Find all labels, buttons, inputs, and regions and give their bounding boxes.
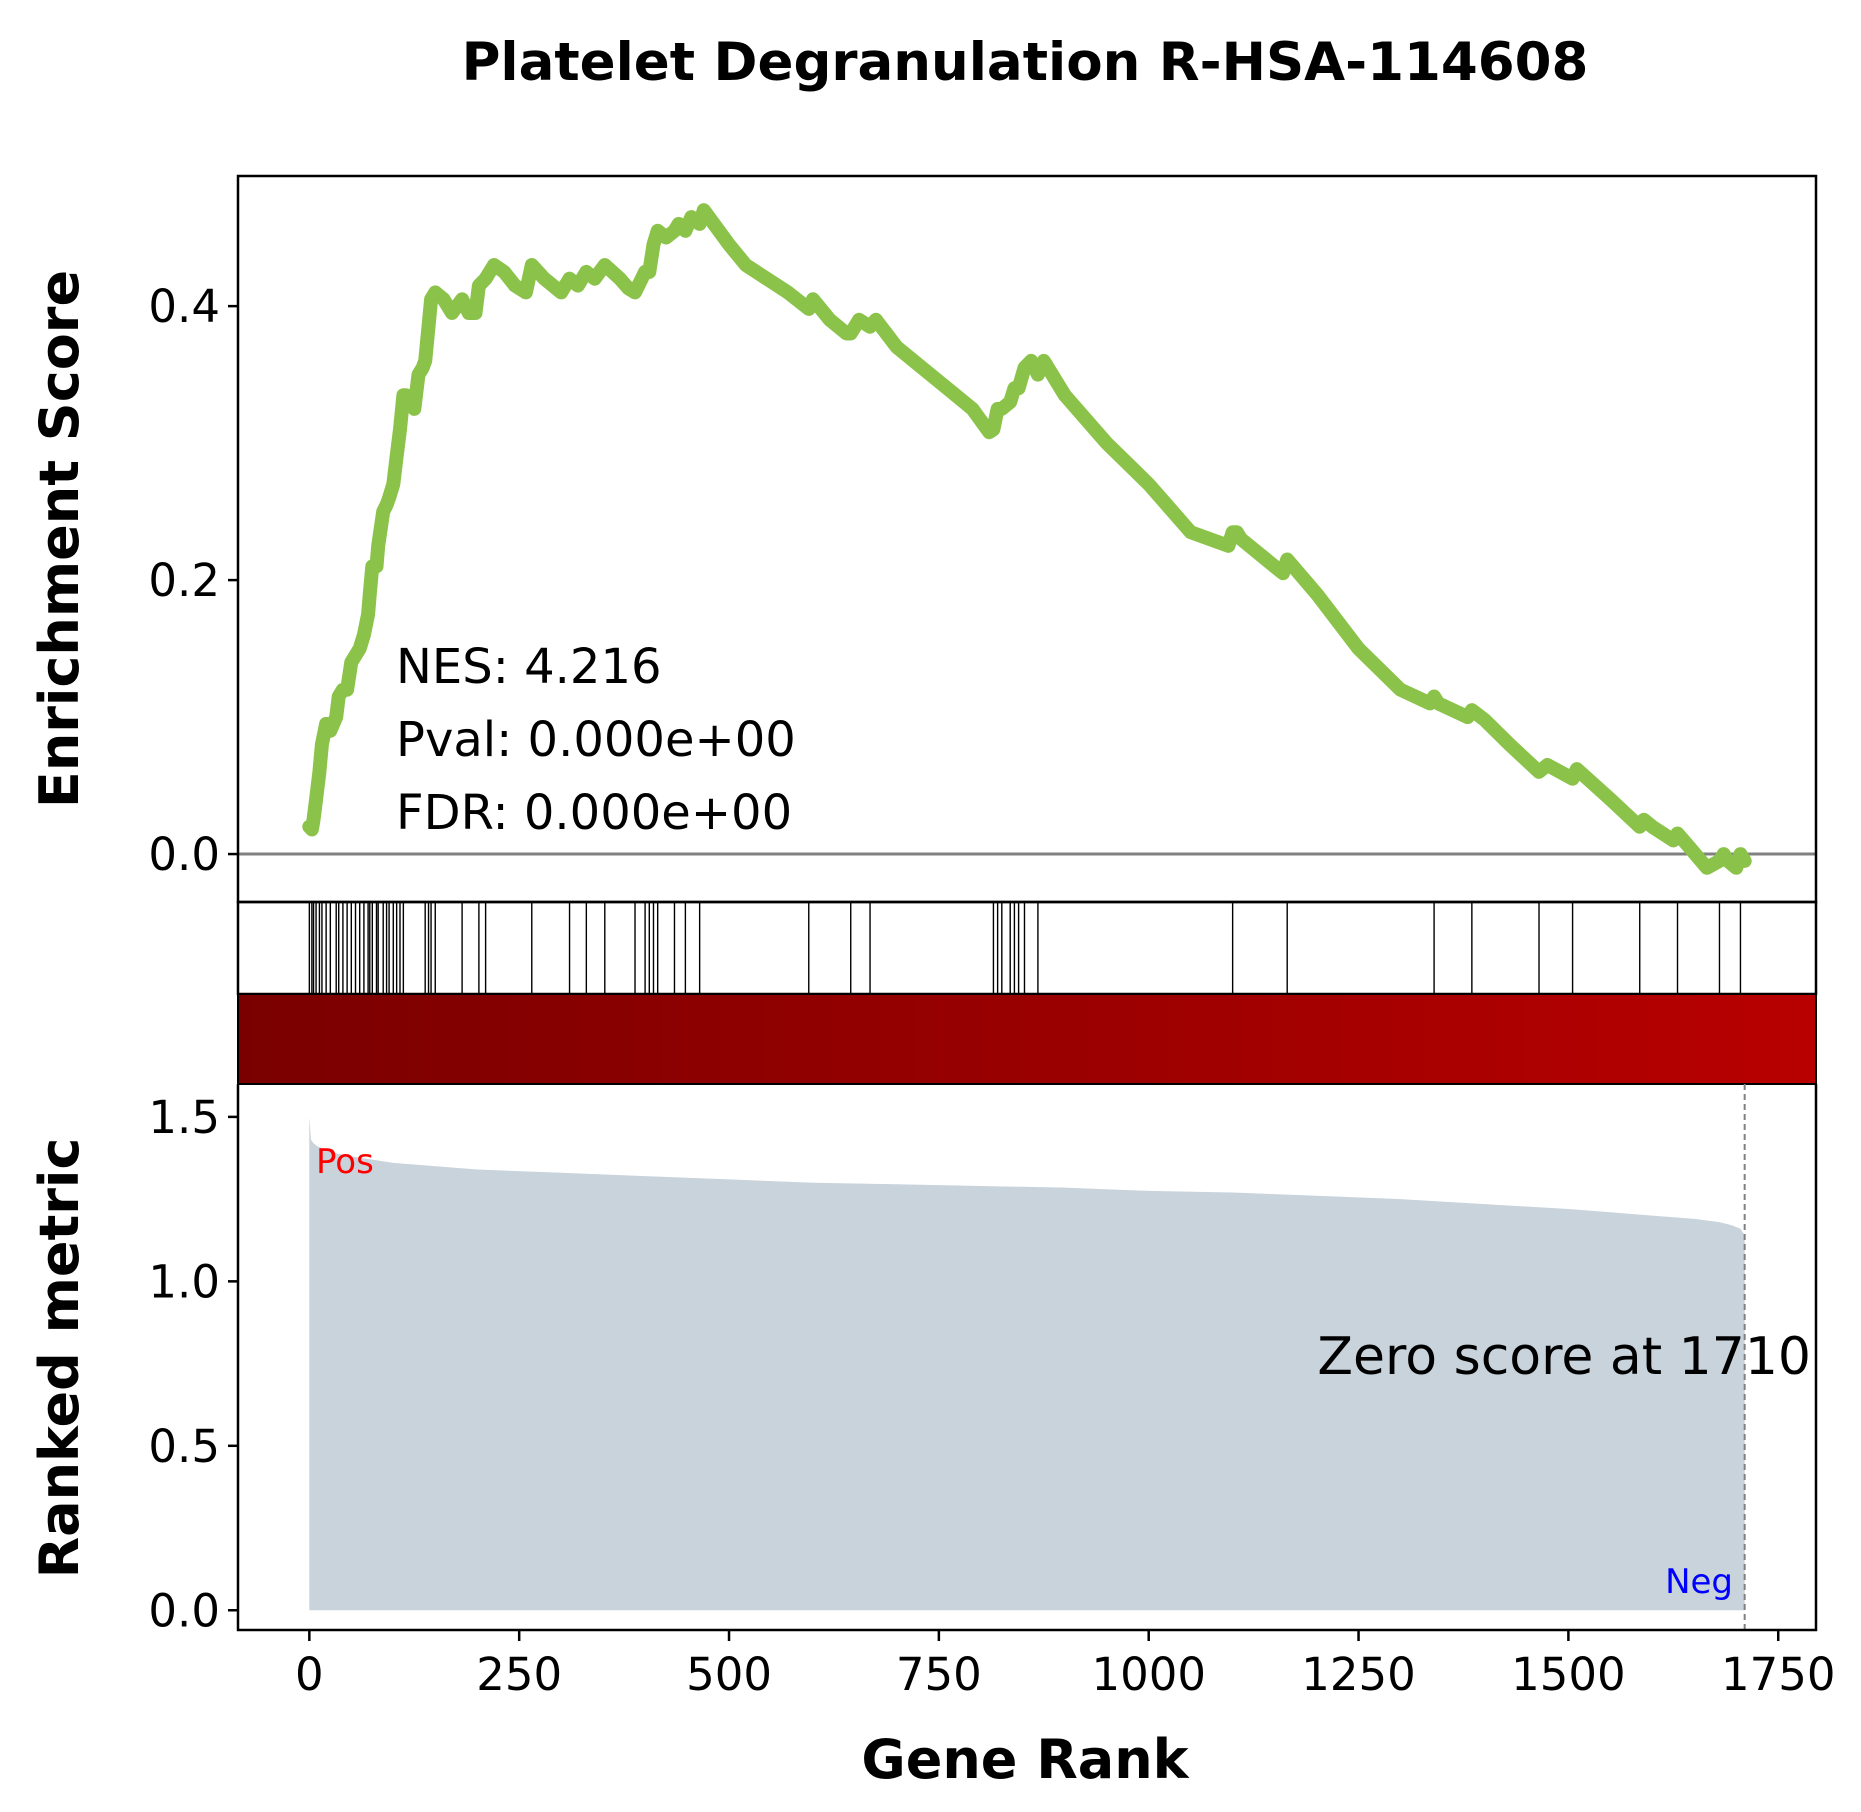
metric-ytick-label: 0.5 — [148, 1420, 220, 1473]
pval-annotation: Pval: 0.000e+00 — [396, 712, 796, 768]
xtick-label: 1000 — [1091, 1648, 1206, 1701]
es-ytick-label: 0.0 — [148, 828, 220, 881]
ranked-metric-ylabel: Ranked metric — [28, 1138, 91, 1579]
hits-panel — [236, 900, 1818, 996]
xtick-label: 250 — [476, 1648, 562, 1701]
x-axis: 0 250 500 750 1000 1250 1500 1750 — [295, 1630, 1835, 1701]
metric-ytick-label: 1.0 — [148, 1255, 220, 1308]
chart-title: Platelet Degranulation R-HSA-114608 — [462, 32, 1589, 93]
metric-ytick-label: 1.5 — [148, 1091, 220, 1144]
fdr-annotation: FDR: 0.000e+00 — [396, 785, 792, 841]
xtick-label: 1250 — [1301, 1648, 1416, 1701]
xtick-label: 1500 — [1511, 1648, 1626, 1701]
es-ytick-label: 0.4 — [148, 280, 220, 333]
enrichment-score-line — [302, 203, 1752, 875]
ranked-metric-panel: 0.00.51.01.5 Pos Neg Zero score at 1710 … — [28, 1084, 1818, 1637]
neg-label: Neg — [1665, 1562, 1733, 1602]
metric-ytick-label: 0.0 — [148, 1584, 220, 1637]
xtick-label: 500 — [686, 1648, 772, 1701]
enrichment-ylabel: Enrichment Score — [28, 270, 91, 808]
rank-color-bar — [237, 993, 1817, 1085]
xtick-label: 0 — [295, 1648, 324, 1701]
xtick-label: 1750 — [1721, 1648, 1836, 1701]
enrichment-panel: 0.0 0.2 0.4 NES: 4.216 Pval: 0.000e+00 FDR… — [28, 174, 1818, 904]
es-ytick-label: 0.2 — [148, 554, 220, 607]
hits-frame — [236, 900, 1818, 996]
ranked-metric-area — [309, 1116, 1745, 1611]
nes-annotation: NES: 4.216 — [396, 639, 662, 695]
xtick-label: 750 — [896, 1648, 982, 1701]
pos-label: Pos — [316, 1142, 374, 1182]
x-axis-label: Gene Rank — [861, 1728, 1189, 1791]
zero-score-label: Zero score at 1710 — [1317, 1327, 1811, 1387]
ranked-metric-frame — [236, 1084, 1818, 1632]
